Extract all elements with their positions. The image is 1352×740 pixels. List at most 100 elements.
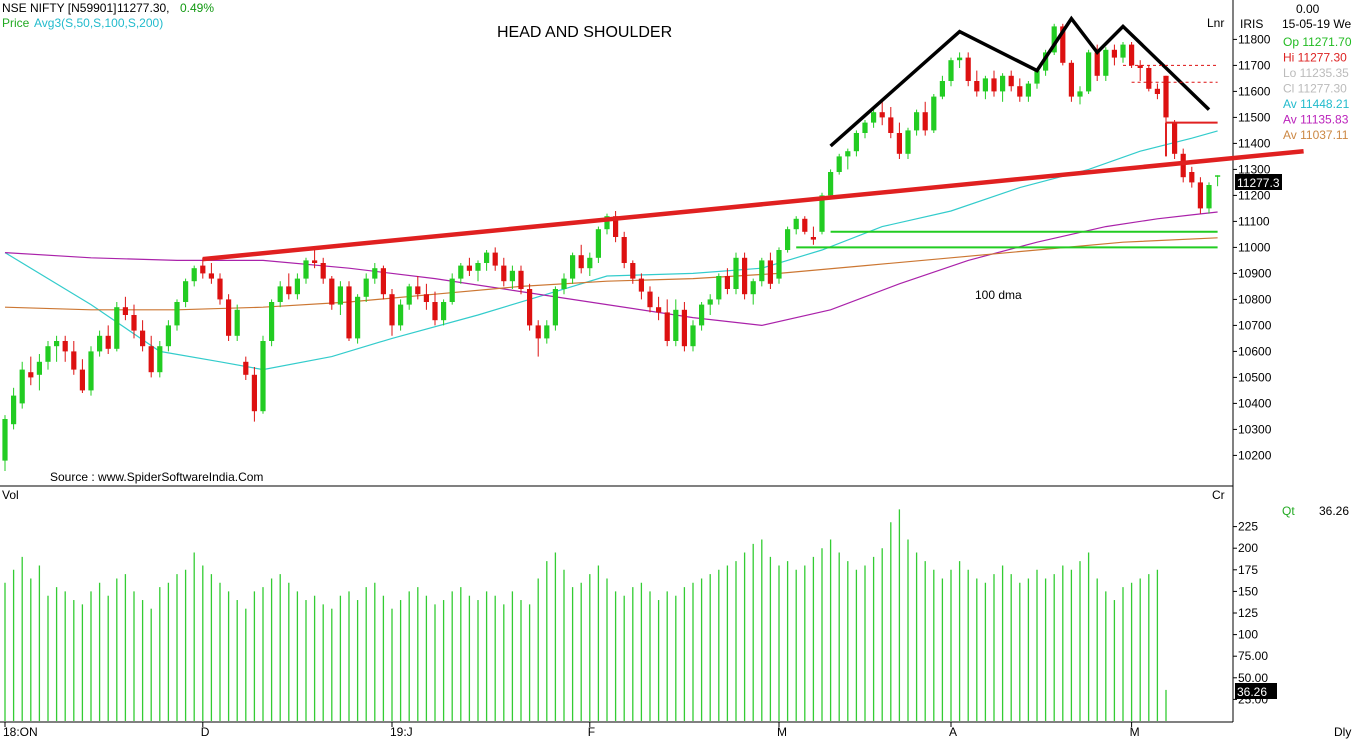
- candle: [561, 273, 567, 295]
- candle: [260, 335, 266, 414]
- volume-tick-label: 50.00: [1238, 671, 1268, 685]
- volume-tick-label: 175: [1238, 563, 1258, 577]
- date-ticks: 18:ON D 19:J F M A M: [3, 722, 1140, 739]
- info-row: Av 11037.11: [1283, 128, 1349, 142]
- candle: [896, 122, 902, 159]
- candle: [466, 257, 472, 276]
- volume-tag-box: [1235, 683, 1277, 699]
- candle-body: [54, 341, 60, 347]
- candle-body: [1111, 49, 1117, 58]
- candle-body: [879, 112, 885, 118]
- candle: [922, 101, 928, 136]
- iris-label: IRIS: [1240, 17, 1263, 31]
- candle-body: [1189, 172, 1195, 183]
- price-tick-label: 10500: [1238, 370, 1272, 384]
- candle: [767, 252, 773, 289]
- candle: [423, 283, 429, 310]
- candle-body: [329, 278, 335, 305]
- candle: [200, 257, 206, 279]
- candle-body: [767, 260, 773, 284]
- candle-body: [681, 309, 687, 347]
- candle-body: [810, 237, 816, 240]
- interval-label[interactable]: Dly: [1334, 725, 1351, 739]
- candle: [810, 226, 816, 245]
- candle: [1008, 70, 1014, 92]
- candle: [544, 320, 550, 344]
- candle: [656, 296, 662, 321]
- candle-body: [587, 257, 593, 269]
- source-label: Source : www.SpiderSoftwareIndia.Com: [50, 470, 263, 484]
- candle: [105, 325, 111, 354]
- candle: [1025, 81, 1031, 102]
- candle: [174, 299, 180, 331]
- volume-tick-label: 125: [1238, 606, 1258, 620]
- candle: [122, 296, 128, 321]
- candle-body: [320, 263, 326, 279]
- candle-body: [699, 304, 705, 326]
- candle: [1163, 75, 1169, 123]
- candle-body: [234, 309, 240, 336]
- price-tag-box: [1235, 174, 1282, 190]
- candle: [1137, 60, 1143, 81]
- date-tick-label: M: [777, 725, 787, 739]
- candle: [759, 257, 765, 287]
- candle-body: [914, 112, 920, 131]
- candle: [1180, 148, 1186, 183]
- candle-body: [527, 289, 533, 326]
- candle-body: [1034, 70, 1040, 84]
- candle-body: [415, 286, 421, 295]
- candle-body: [355, 296, 361, 339]
- candle-body: [484, 252, 490, 263]
- candle: [621, 231, 627, 269]
- candle-body: [88, 351, 94, 391]
- candle-body: [673, 309, 679, 341]
- price-label: Price: [2, 16, 30, 30]
- price-tick-label: 11500: [1238, 110, 1271, 124]
- candle-body: [157, 346, 163, 373]
- candle: [303, 257, 309, 284]
- candle-body: [1068, 62, 1074, 97]
- candle: [965, 52, 971, 87]
- candle: [552, 286, 558, 331]
- candle: [570, 252, 576, 284]
- price-tick-label: 11200: [1238, 188, 1271, 202]
- candle: [578, 244, 584, 274]
- info-date: 15-05-19 We: [1282, 17, 1351, 31]
- candle: [939, 75, 945, 100]
- candle-body: [1206, 185, 1212, 209]
- candle-body: [707, 299, 713, 305]
- candle-body: [466, 265, 472, 271]
- avg-label: Avg3(S,50,S,100,S,200): [34, 16, 163, 30]
- scale-mode[interactable]: Lnr: [1207, 16, 1224, 30]
- candle-body: [1025, 83, 1031, 97]
- candle-body: [561, 278, 567, 289]
- candle: [243, 356, 249, 380]
- candle: [484, 250, 490, 271]
- candle: [217, 273, 223, 305]
- date-tick-label: F: [588, 725, 595, 739]
- candle: [509, 265, 515, 289]
- candle: [982, 75, 988, 100]
- info-row: Av 11135.83: [1283, 113, 1349, 127]
- candle: [458, 263, 464, 284]
- candle-body: [346, 286, 352, 339]
- candle: [312, 250, 318, 269]
- candle: [535, 320, 541, 357]
- candle-body: [277, 286, 283, 302]
- price-tick-label: 10700: [1238, 318, 1272, 332]
- candle: [604, 213, 610, 235]
- candle-body: [45, 346, 51, 362]
- candle-body: [286, 286, 292, 295]
- candle-body: [1197, 182, 1203, 209]
- change-percent: 0.49%: [180, 1, 214, 15]
- candle: [1189, 166, 1195, 188]
- candle: [724, 268, 730, 295]
- candle: [1146, 65, 1152, 92]
- candle-body: [260, 341, 266, 412]
- candle-body: [251, 374, 257, 412]
- candle-body: [570, 255, 576, 279]
- candle-body: [836, 156, 842, 172]
